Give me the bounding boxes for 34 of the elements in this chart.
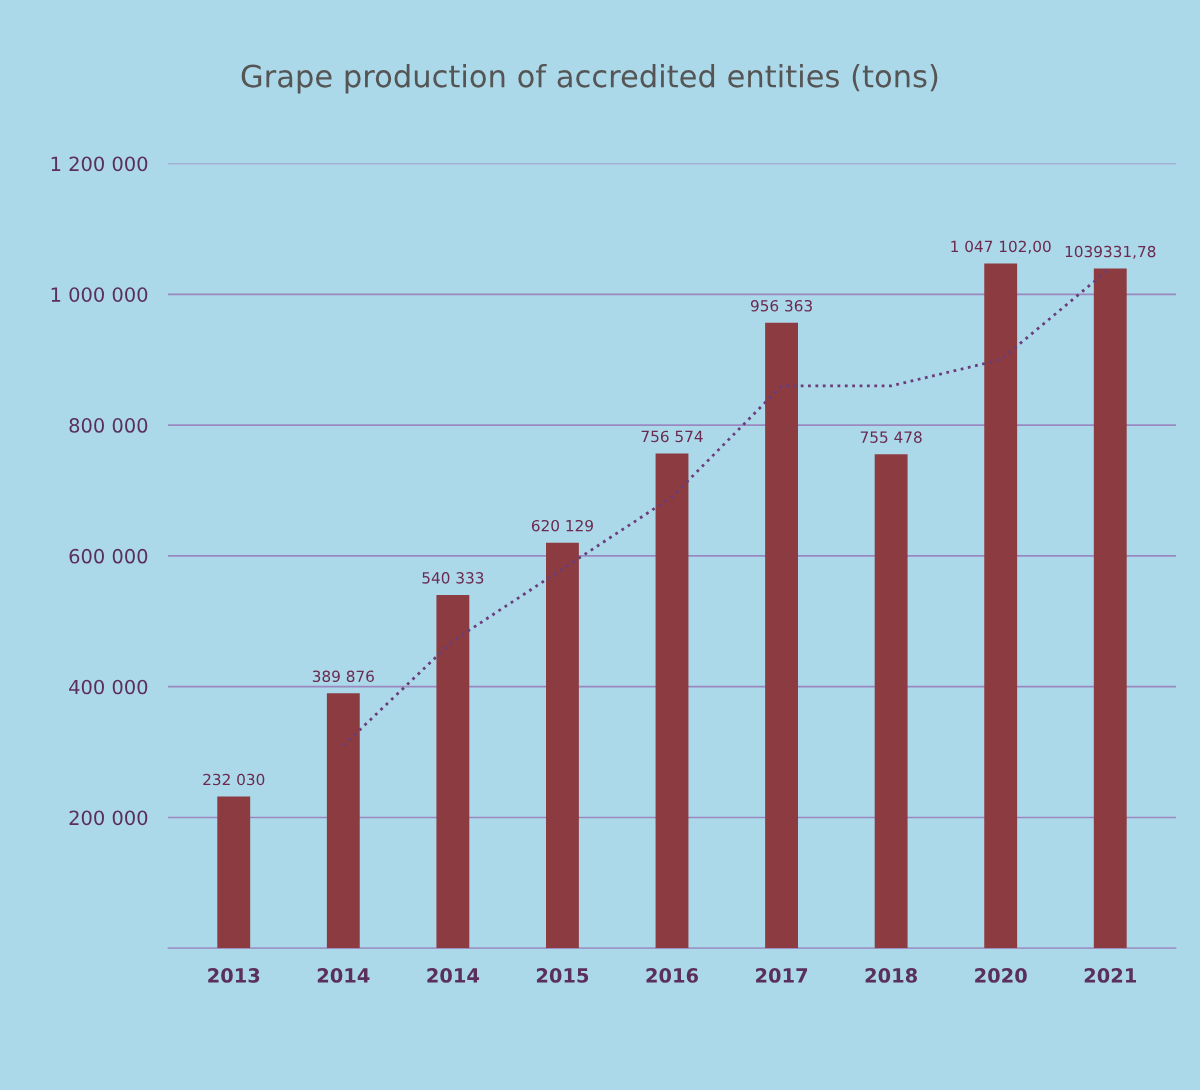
x-tick-label: 2017 [756, 968, 808, 983]
data-label: 755 478 [860, 431, 922, 443]
x-tick-label: 2021 [1084, 968, 1136, 983]
data-label: 956 363 [750, 299, 812, 312]
data-label: 1039331,78 [1065, 245, 1156, 259]
y-tick-label: 800 000 [69, 418, 148, 433]
data-label: 756 574 [641, 430, 703, 443]
x-tick-label: 2018 [865, 968, 917, 983]
bar [546, 542, 579, 949]
data-label: 1 047 102,00 [951, 240, 1051, 254]
y-tick-label: 200 000 [69, 810, 148, 826]
x-tick-label: 2015 [536, 968, 589, 983]
x-tick-label: 2014 [427, 968, 480, 983]
data-label: 620 129 [531, 519, 593, 532]
x-tick-label: 2016 [646, 968, 699, 983]
bar [436, 594, 470, 949]
bar [217, 796, 251, 949]
bar [874, 454, 908, 949]
y-tick-label: 400 000 [69, 679, 148, 695]
y-tick-label: 1 200 000 [51, 156, 148, 172]
chart-title: Grape production of accredited entities (tons) [241, 63, 938, 94]
data-label: 232 030 [203, 773, 265, 786]
bar [765, 322, 798, 949]
bar [655, 453, 689, 949]
x-tick-label: 2014 [317, 968, 370, 983]
data-label: 540 333 [422, 572, 484, 584]
bar [1093, 268, 1127, 949]
x-tick-label: 2013 [208, 968, 260, 983]
x-tick-label: 2020 [975, 968, 1027, 983]
bar [326, 693, 360, 949]
bar [984, 263, 1018, 949]
y-tick-label: 600 000 [69, 548, 148, 564]
y-tick-label: 1 000 000 [51, 287, 148, 302]
data-label: 389 876 [312, 670, 374, 683]
